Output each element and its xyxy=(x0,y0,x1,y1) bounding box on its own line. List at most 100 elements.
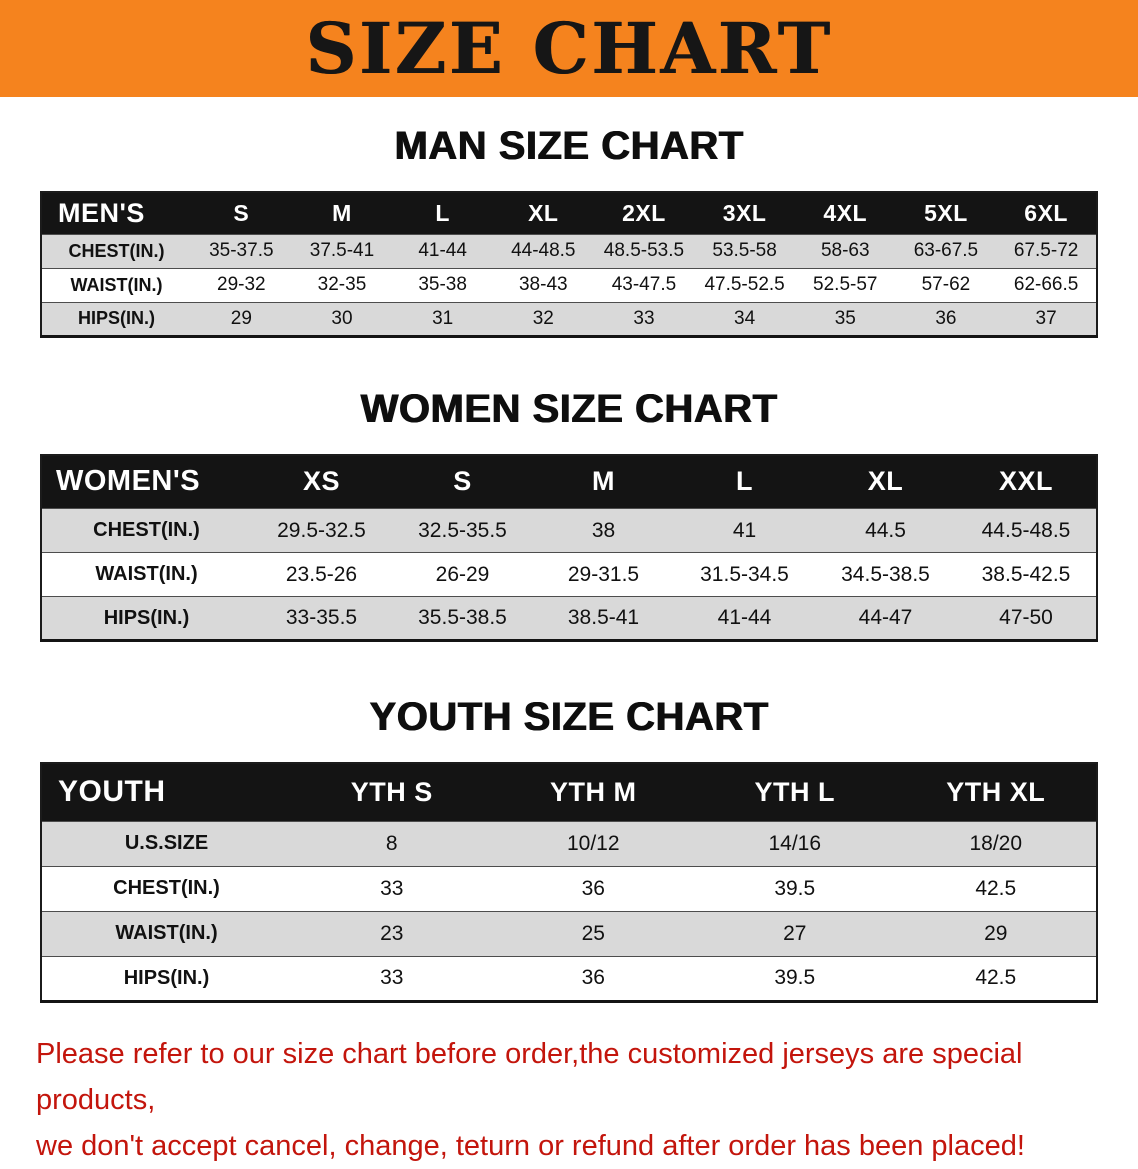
size-value-cell: 38 xyxy=(591,518,616,542)
size-value-cell: 48.5-53.5 xyxy=(603,240,685,261)
size-value-cell: 57-62 xyxy=(921,274,971,295)
size-column-header: L xyxy=(392,192,493,234)
size-column-header: YTH S xyxy=(291,763,493,821)
size-column-header: L xyxy=(674,454,815,509)
size-value-cell: 41 xyxy=(732,518,757,542)
size-value-cell: 33-35.5 xyxy=(285,606,358,629)
row-label: HIPS(IN.) xyxy=(77,308,155,328)
size-value-cell: 36 xyxy=(581,966,605,989)
table-row: HIPS(IN.) 33 36 39.5 42.5 xyxy=(41,956,1097,1001)
row-label: WAIST(IN.) xyxy=(70,274,163,295)
size-value-cell: 38-43 xyxy=(518,274,568,295)
table-row: WAIST(IN.) 23.5-26 26-29 29-31.5 31.5-34.5 34… xyxy=(41,552,1097,597)
table-row: CHEST(IN.) 33 36 39.5 42.5 xyxy=(41,866,1097,911)
size-value-cell: 18/20 xyxy=(969,831,1023,855)
size-value-cell: 62-66.5 xyxy=(1013,274,1079,295)
table-row: HIPS(IN.) 33-35.5 35.5-38.5 38.5-41 41-44 44-… xyxy=(41,596,1097,641)
disclaimer-line-1: Please refer to our size chart before or… xyxy=(36,1037,1023,1116)
size-value-cell: 31 xyxy=(432,307,454,329)
disclaimer-line-2: we don't accept cancel, change, teturn o… xyxy=(36,1129,1025,1162)
size-value-cell: 44-47 xyxy=(858,606,913,629)
size-value-cell: 23.5-26 xyxy=(285,562,358,586)
size-value-cell: 39.5 xyxy=(774,876,816,900)
table-row: U.S.SIZE 8 10/12 14/16 18/20 xyxy=(41,821,1097,866)
size-value-cell: 25 xyxy=(581,921,605,945)
size-column-header: M xyxy=(533,454,674,509)
size-value-cell: 29-32 xyxy=(217,274,266,295)
size-value-cell: 44.5-48.5 xyxy=(981,518,1071,542)
size-value-cell: 26-29 xyxy=(435,562,490,586)
women-section-heading: WOMEN SIZE CHART xyxy=(360,386,778,431)
size-value-cell: 63-67.5 xyxy=(913,240,979,261)
size-value-cell: 53.5-58 xyxy=(712,240,777,261)
size-value-cell: 35.5-38.5 xyxy=(418,606,507,629)
size-value-cell: 29 xyxy=(230,307,252,329)
row-label: CHEST(IN.) xyxy=(93,519,200,541)
youth-size-section: YOUTH SIZE CHART YOUTH YTH S YTH M YTH L YTH… xyxy=(0,694,1138,1003)
size-chart-banner: SIZE CHART xyxy=(0,0,1138,97)
size-value-cell: 14/16 xyxy=(768,831,822,855)
size-value-cell: 30 xyxy=(331,307,353,329)
size-value-cell: 39.5 xyxy=(774,966,816,989)
size-value-cell: 27 xyxy=(783,921,807,945)
size-value-cell: 35 xyxy=(834,307,856,329)
size-column-header: S xyxy=(392,454,533,509)
size-value-cell: 42.5 xyxy=(975,966,1017,989)
table-title-cell: MEN'S xyxy=(41,192,191,234)
size-value-cell: 32 xyxy=(532,307,554,329)
men-size-section: MAN SIZE CHART MEN'S S M L XL 2XL 3XL 4XL 5XL 6XL… xyxy=(0,123,1138,338)
size-value-cell: 44.5 xyxy=(865,518,906,542)
size-column-header: 2XL xyxy=(593,192,695,234)
size-value-cell: 32.5-35.5 xyxy=(418,518,507,542)
table-row: WAIST(IN.) 29-32 32-35 35-38 38-43 43-47.5 47.… xyxy=(41,268,1097,302)
size-value-cell: 8 xyxy=(385,831,398,855)
men-section-heading: MAN SIZE CHART xyxy=(394,124,744,168)
size-column-header: YTH XL xyxy=(895,763,1097,821)
table-header-row: MEN'S S M L XL 2XL 3XL 4XL 5XL 6XL xyxy=(41,192,1097,234)
size-value-cell: 37 xyxy=(1035,307,1057,329)
table-header-row: WOMEN'S XS S M L XL XXL xyxy=(41,454,1097,509)
size-value-cell: 29 xyxy=(984,921,1008,945)
size-column-header: 5XL xyxy=(895,192,997,234)
size-value-cell: 52.5-57 xyxy=(813,274,878,295)
size-column-header: XL xyxy=(815,454,956,509)
size-column-header: YTH M xyxy=(492,763,694,821)
table-title-cell: WOMEN'S xyxy=(41,454,251,509)
size-value-cell: 37.5-41 xyxy=(309,240,375,261)
row-label: WAIST(IN.) xyxy=(115,922,218,944)
size-value-cell: 29.5-32.5 xyxy=(277,518,366,542)
table-row: WAIST(IN.) 23 25 27 29 xyxy=(41,911,1097,956)
size-value-cell: 58-63 xyxy=(820,240,870,261)
size-column-header: M xyxy=(291,192,393,234)
size-value-cell: 38.5-42.5 xyxy=(981,562,1071,586)
size-value-cell: 47-50 xyxy=(999,606,1053,629)
size-value-cell: 67.5-72 xyxy=(1013,240,1079,261)
size-column-header: 3XL xyxy=(694,192,795,234)
youth-size-table: YOUTH YTH S YTH M YTH L YTH XL U.S.SIZE 8 10/12… xyxy=(40,762,1098,1003)
size-value-cell: 41-44 xyxy=(717,606,772,629)
size-value-cell: 34 xyxy=(734,307,756,329)
size-value-cell: 47.5-52.5 xyxy=(704,274,785,295)
table-title-cell: YOUTH xyxy=(41,763,291,821)
size-value-cell: 42.5 xyxy=(975,876,1017,900)
size-column-header: XXL xyxy=(956,454,1097,509)
table-row: CHEST(IN.) 29.5-32.5 32.5-35.5 38 41 44.5 44.5… xyxy=(41,508,1097,553)
size-value-cell: 10/12 xyxy=(566,831,620,855)
size-value-cell: 35-38 xyxy=(418,274,467,295)
size-value-cell: 29-31.5 xyxy=(567,562,640,586)
women-size-section: WOMEN SIZE CHART WOMEN'S XS S M L XL XXL CHEST(… xyxy=(0,386,1138,642)
size-column-header: 4XL xyxy=(794,192,896,234)
row-label: HIPS(IN.) xyxy=(103,606,190,629)
size-column-header: XL xyxy=(492,192,594,234)
size-value-cell: 23 xyxy=(380,921,404,945)
size-column-header: 6XL xyxy=(996,192,1097,234)
women-size-table: WOMEN'S XS S M L XL XXL CHEST(IN.) 29.5-32.5 32.5… xyxy=(40,453,1098,642)
size-value-cell: 33 xyxy=(633,307,655,329)
row-label: WAIST(IN.) xyxy=(95,563,198,585)
size-value-cell: 36 xyxy=(935,307,957,329)
size-column-header: S xyxy=(191,192,292,234)
size-column-header: YTH L xyxy=(694,763,896,821)
size-value-cell: 36 xyxy=(581,876,605,900)
size-value-cell: 33 xyxy=(380,876,404,900)
